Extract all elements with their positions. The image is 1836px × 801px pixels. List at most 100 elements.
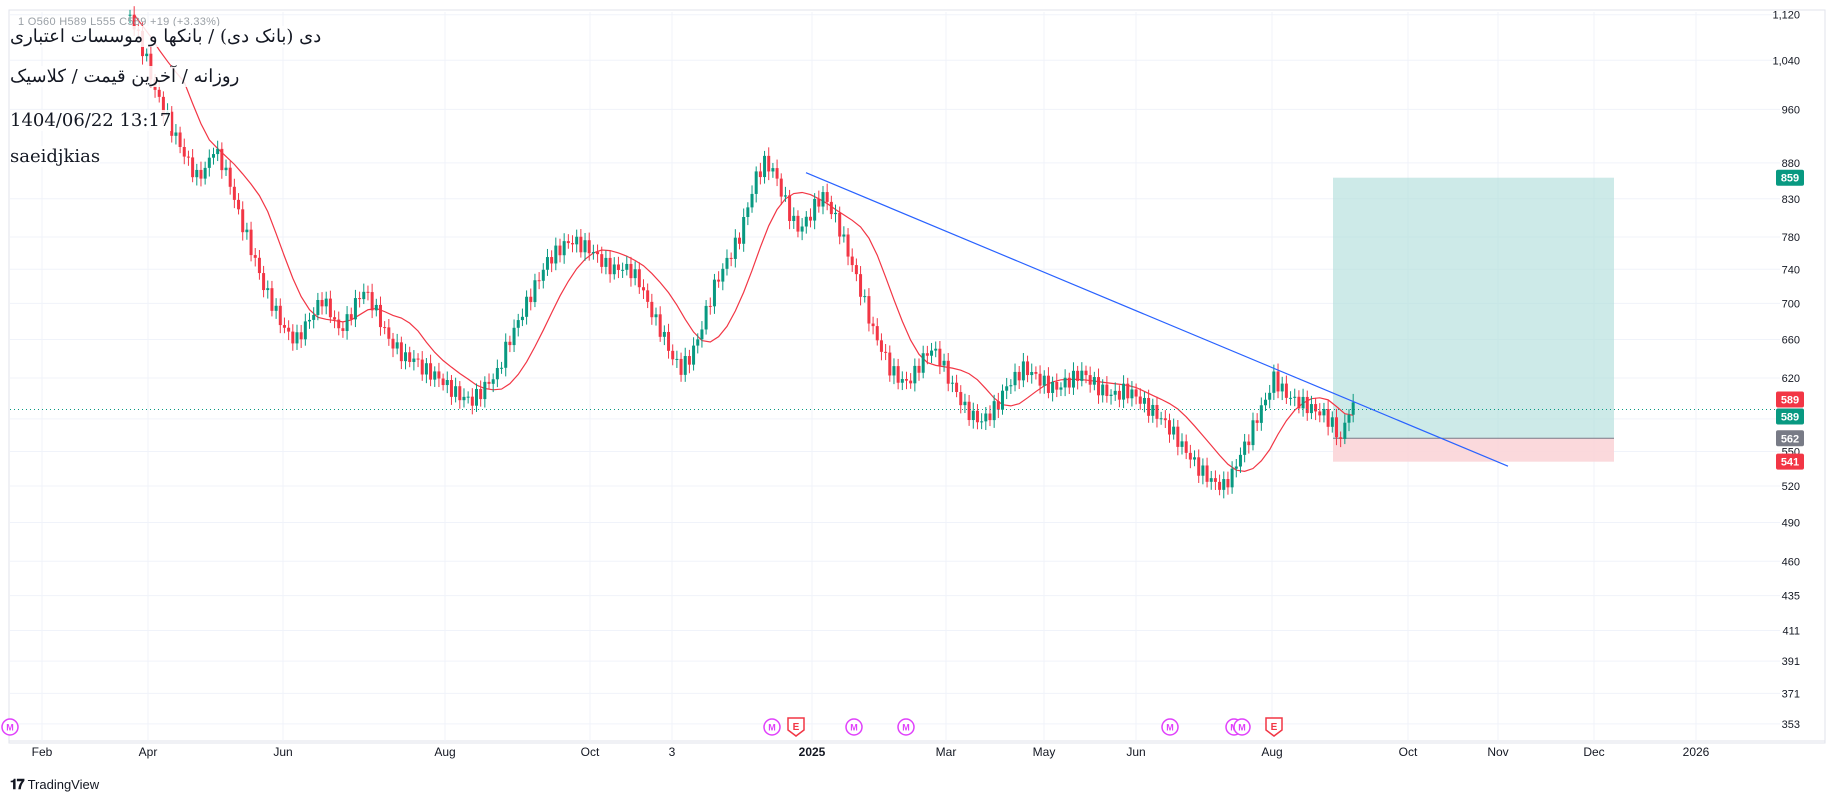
candle-body — [842, 234, 846, 237]
candle-body — [930, 350, 934, 356]
candle-body — [959, 392, 963, 406]
candle-body — [708, 305, 712, 307]
candle-body — [353, 298, 357, 320]
stop-zone — [1333, 438, 1614, 462]
candle-body — [1071, 370, 1075, 388]
candle-body — [1322, 408, 1326, 416]
candle-body — [662, 331, 666, 337]
candle-body — [600, 254, 604, 267]
trendline[interactable] — [805, 172, 1509, 467]
candle-body — [295, 332, 299, 344]
candle-body — [963, 401, 967, 406]
candle-body — [692, 345, 696, 365]
candle-body — [909, 380, 913, 384]
meeting-marker-label: M — [1238, 723, 1246, 733]
candle-body — [186, 156, 190, 158]
candle-body — [1084, 370, 1088, 376]
candle-body — [270, 288, 274, 311]
time-tick-label: Aug — [1261, 745, 1282, 759]
candle-body — [257, 257, 261, 274]
candle-body — [308, 319, 312, 322]
time-tick-label: Jun — [273, 745, 292, 759]
candle-body — [646, 290, 650, 302]
candle-body — [1138, 396, 1142, 404]
candle-body — [771, 168, 775, 172]
candle-body — [374, 304, 378, 311]
candle-body — [1201, 465, 1205, 476]
candle-body — [612, 264, 616, 275]
price-axis[interactable]: 1,1201,040960880830780740700660620580550… — [1772, 10, 1800, 731]
time-axis[interactable]: Feb Apr Jun Aug Oct 3 2025 Mar May Jun Aug Oct Nov De… — [32, 745, 1710, 759]
candle-body — [583, 240, 587, 253]
candle-body — [195, 169, 199, 178]
price-tick-label: 411 — [1782, 625, 1800, 637]
candle-body — [625, 263, 629, 270]
candle-body — [829, 201, 833, 215]
candle-body — [525, 296, 529, 317]
candle-body — [775, 168, 779, 179]
chart-border — [8, 9, 1826, 744]
candle-body — [687, 356, 691, 365]
price-tick-label: 391 — [1782, 656, 1800, 668]
time-tick-label: Nov — [1487, 745, 1508, 759]
meeting-marker-label: M — [768, 723, 776, 733]
candle-body — [683, 356, 687, 375]
candle-body — [554, 245, 558, 264]
candle-body — [904, 379, 908, 381]
candle-body — [658, 314, 662, 337]
candle-body — [967, 401, 971, 421]
candle-body — [207, 157, 211, 168]
candle-body — [566, 241, 570, 244]
candle-body — [892, 366, 896, 376]
candle-body — [191, 157, 195, 178]
candle-body — [917, 365, 921, 373]
price-tick-label: 660 — [1782, 335, 1800, 347]
candle-body — [508, 341, 512, 346]
meeting-marker — [845, 718, 863, 736]
candle-body — [900, 379, 904, 383]
meeting-marker-label: M — [1166, 723, 1174, 733]
candle-body — [441, 378, 445, 386]
candle-body — [299, 332, 303, 340]
candle-body — [241, 209, 245, 233]
candle-body — [671, 350, 675, 360]
price-label-text: 589 — [1781, 394, 1799, 406]
candle-body — [996, 401, 1000, 410]
price-tick-label: 880 — [1782, 158, 1800, 170]
candle-body — [754, 171, 758, 194]
time-tick-label: Dec — [1583, 745, 1604, 759]
price-tick-label: 371 — [1782, 688, 1800, 700]
time-tick-label: May — [1033, 745, 1056, 759]
candle-body — [516, 320, 520, 328]
candle-body — [491, 379, 495, 384]
candle-body — [358, 298, 362, 300]
candle-body — [370, 292, 374, 311]
candle-body — [479, 388, 483, 400]
meeting-marker — [1161, 718, 1179, 736]
candle-body — [1247, 441, 1251, 446]
candle-body — [529, 296, 533, 303]
candle-body — [399, 342, 403, 362]
candle-body — [817, 198, 821, 207]
candle-body — [975, 410, 979, 423]
candle-body — [1193, 457, 1197, 460]
price-label-box — [1776, 453, 1804, 470]
price-label-text: 541 — [1781, 457, 1799, 469]
candle-body — [1330, 417, 1334, 427]
tradingview-brand[interactable]: 𝟏𝟕 TradingView — [10, 776, 99, 793]
candle-body — [1176, 426, 1180, 447]
candle-body — [621, 269, 625, 271]
candle-body — [950, 382, 954, 384]
candle-body — [1159, 418, 1163, 420]
candle-body — [1076, 370, 1080, 381]
candle-body — [838, 212, 842, 237]
candle-body — [512, 327, 516, 346]
candle-body — [846, 234, 850, 257]
candle-body — [779, 178, 783, 197]
price-labels: 859 589 589 562 541 — [1776, 169, 1804, 470]
time-tick-label: 2025 — [799, 745, 826, 759]
candle-body — [1130, 389, 1134, 399]
candle-body — [604, 257, 608, 267]
candle-body — [808, 216, 812, 221]
